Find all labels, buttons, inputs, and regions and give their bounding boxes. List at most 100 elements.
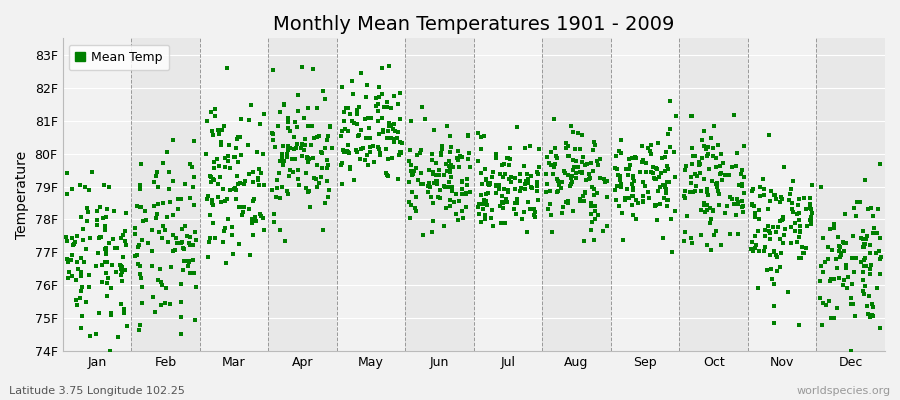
Point <box>204 174 219 180</box>
Point <box>256 215 270 222</box>
Point <box>706 152 720 159</box>
Point <box>451 148 465 154</box>
Point <box>697 128 711 134</box>
Point <box>817 259 832 265</box>
Point <box>736 190 751 196</box>
Point <box>302 156 316 162</box>
Point <box>176 238 190 245</box>
Point <box>513 178 527 184</box>
Point <box>294 63 309 70</box>
Point <box>734 171 748 177</box>
Point <box>873 256 887 262</box>
Point <box>153 265 167 272</box>
Point <box>135 300 149 306</box>
Point <box>221 215 236 222</box>
Point <box>489 152 503 158</box>
Point <box>245 220 259 226</box>
Point <box>551 178 565 184</box>
Point <box>578 190 592 196</box>
Point <box>499 196 513 202</box>
Point <box>711 188 725 194</box>
Point <box>346 118 360 124</box>
Point <box>576 193 590 200</box>
Point <box>229 154 243 160</box>
Point <box>451 217 465 224</box>
Point <box>866 212 880 219</box>
Point <box>61 275 76 281</box>
Point <box>200 196 214 202</box>
Point <box>444 162 458 168</box>
Point <box>273 194 287 201</box>
Point <box>101 275 115 281</box>
Point <box>555 204 570 210</box>
Point <box>455 215 470 222</box>
Point <box>641 145 655 152</box>
Point <box>847 269 861 276</box>
Point <box>561 198 575 204</box>
Point <box>683 235 698 241</box>
Point <box>644 142 658 148</box>
Point <box>382 63 397 70</box>
Point <box>623 162 637 168</box>
Point <box>477 197 491 204</box>
Point <box>103 348 117 354</box>
Point <box>275 150 290 157</box>
Point <box>297 147 311 154</box>
Point <box>844 295 859 302</box>
Point <box>695 137 709 144</box>
Point <box>495 199 509 205</box>
Point <box>207 158 221 165</box>
Point <box>516 216 530 222</box>
Point <box>680 163 694 169</box>
Point <box>254 212 268 219</box>
Point <box>600 222 615 229</box>
Point <box>824 276 838 282</box>
Point <box>729 212 743 218</box>
Point <box>186 242 201 249</box>
Point <box>622 156 636 162</box>
Point <box>408 204 422 211</box>
Point <box>657 195 671 202</box>
Point <box>177 246 192 252</box>
Point <box>613 177 627 184</box>
Point <box>476 201 491 208</box>
Point <box>89 263 104 270</box>
Point <box>132 262 147 269</box>
Point <box>483 215 498 221</box>
Point <box>772 236 787 242</box>
Point <box>442 163 456 169</box>
Point <box>459 191 473 197</box>
Point <box>76 236 91 243</box>
Point <box>573 197 588 204</box>
Point <box>311 180 326 186</box>
Point <box>523 143 537 149</box>
Point <box>335 180 349 187</box>
Point <box>86 168 100 175</box>
Point <box>310 105 324 111</box>
Point <box>345 78 359 84</box>
Point <box>658 154 672 160</box>
Point <box>756 176 770 182</box>
Point <box>784 200 798 206</box>
Point <box>587 186 601 192</box>
Point <box>310 162 324 169</box>
Bar <box>200 38 268 351</box>
Point <box>426 218 440 224</box>
Point <box>736 173 751 180</box>
Point <box>283 173 297 179</box>
Point <box>799 223 814 229</box>
Point <box>159 149 174 155</box>
Point <box>481 190 495 196</box>
Point <box>174 196 188 202</box>
Point <box>455 177 470 184</box>
Point <box>80 209 94 216</box>
Point <box>823 277 837 284</box>
Point <box>350 121 365 127</box>
Point <box>625 202 639 208</box>
Point <box>709 155 724 161</box>
Point <box>310 133 324 140</box>
Point <box>415 104 429 110</box>
Point <box>462 150 476 156</box>
Point <box>409 165 423 171</box>
Point <box>70 233 85 240</box>
